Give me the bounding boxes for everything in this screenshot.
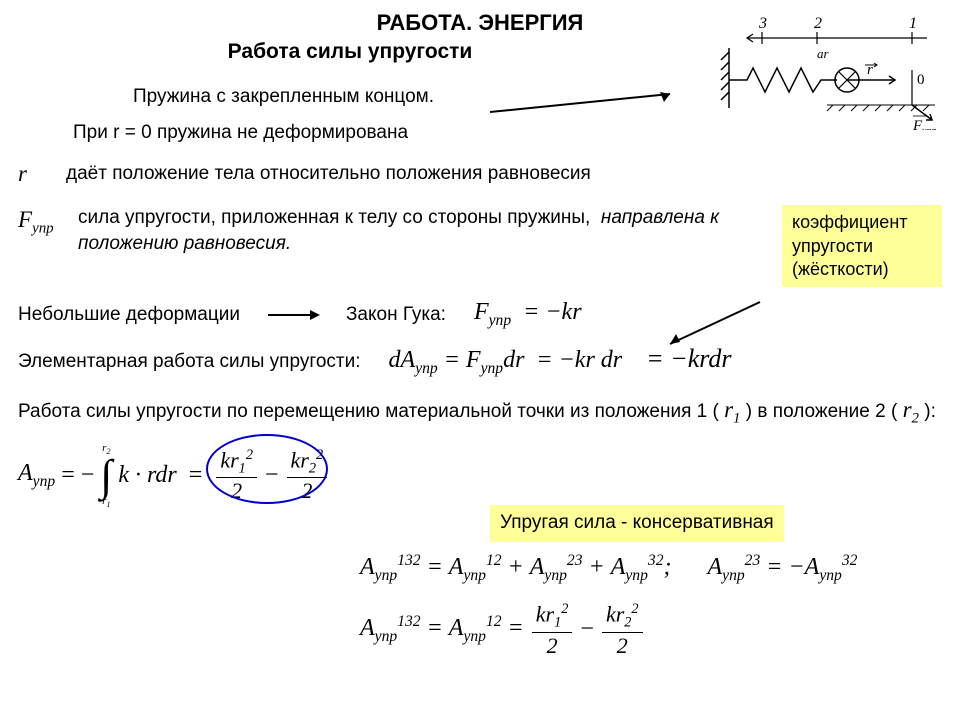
integral-formula: Aупр = − r2 ∫ r1 k · rdr = kr122 − kr222 <box>18 442 942 510</box>
svg-text:r: r <box>867 62 873 78</box>
svg-text:2: 2 <box>814 15 822 32</box>
highlight-conservative: Упругая сила - консервативная <box>490 505 784 542</box>
eq-A23-A32: Aупр23 = −Aупр32 <box>707 552 857 585</box>
dA-formula: dAупр = Fупрdr = −kr dr <box>389 347 623 378</box>
line-Fupr-desc-a: сила упругости, приложенная к телу со ст… <box>78 207 590 228</box>
spring-diagram: 3 2 1 r ar 0 <box>717 10 942 130</box>
symbol-r: r <box>18 161 48 187</box>
small-deform-label: Небольшие деформации <box>18 304 240 326</box>
pointer-arrow-2 <box>660 300 770 350</box>
pointer-arrow-1 <box>490 92 690 132</box>
highlight-stiffness: коэффициент упругости (жёсткости) <box>782 205 942 287</box>
svg-text:3: 3 <box>758 15 767 32</box>
eq-final: Aупр132 = Aупр12 = kr122 − kr222 <box>360 601 645 659</box>
svg-text:ar: ar <box>817 46 830 61</box>
elementary-work-label: Элементарная работа силы упругости: <box>18 349 361 375</box>
hooke-formula: Fупр = −kr <box>474 299 582 330</box>
svg-text:1: 1 <box>909 15 917 32</box>
eq-A132-sum: Aупр132 = Aупр12 + Aупр23 + Aупр32; <box>360 552 671 585</box>
work-1-to-2: Работа силы упругости по перемещению мат… <box>18 392 942 432</box>
line-r-desc: даёт положение тела относительно положен… <box>66 161 591 187</box>
svg-text:0: 0 <box>917 72 925 88</box>
svg-text:упр: упр <box>921 126 936 130</box>
implies-arrow <box>268 314 318 316</box>
hooke-law-label: Закон Гука: <box>346 304 446 326</box>
symbol-Fupr: Fупр <box>18 205 60 238</box>
